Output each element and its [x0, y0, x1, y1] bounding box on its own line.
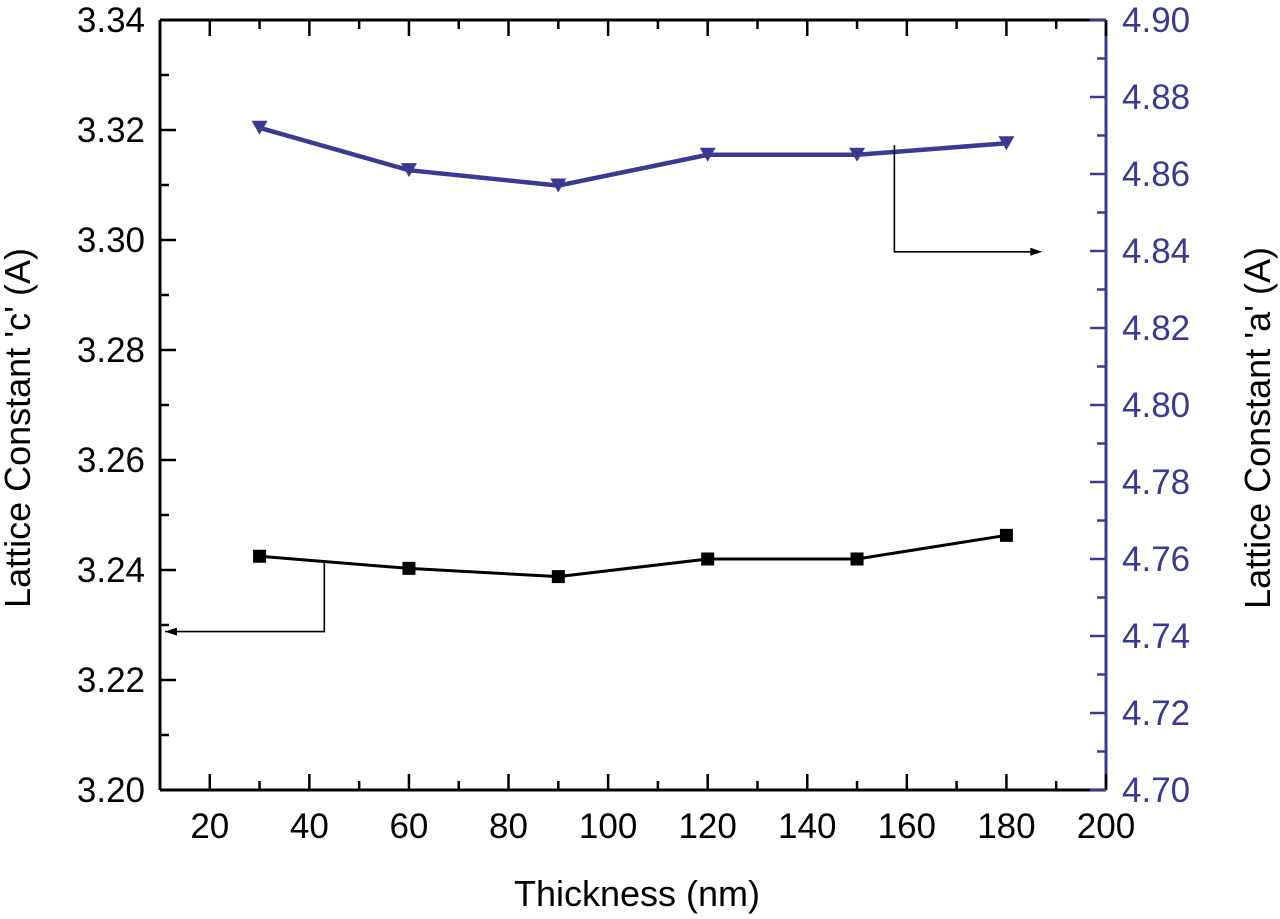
x-tick-label: 140 — [778, 807, 836, 846]
right-y-tick-label: 4.76 — [1122, 540, 1190, 579]
x-tick-label: 200 — [1077, 807, 1135, 846]
data-point-triangle — [998, 136, 1015, 151]
data-point-square — [551, 570, 565, 584]
x-axis-title: Thickness (nm) — [514, 873, 760, 914]
left-y-tick-label: 3.26 — [77, 441, 145, 480]
left-y-tick-label: 3.22 — [77, 661, 145, 700]
right-y-tick-label: 4.74 — [1122, 617, 1190, 656]
data-point-square — [850, 552, 864, 566]
left-y-tick-label: 3.34 — [77, 1, 145, 40]
x-tick-label: 20 — [190, 807, 229, 846]
x-tick-label: 100 — [579, 807, 637, 846]
chart-ticks: 20 40 60 80 100 120 140 160 180 200 3.20 3.22 3.24 3.… — [77, 1, 1190, 846]
left-y-tick-label: 3.28 — [77, 331, 145, 370]
right-y-tick-label: 4.78 — [1122, 463, 1190, 502]
data-point-triangle — [849, 147, 866, 162]
right-y-tick-label: 4.72 — [1122, 694, 1190, 733]
left-arrowhead-icon — [164, 627, 177, 636]
left-y-tick-label: 3.24 — [77, 551, 145, 590]
right-y-tick-label: 4.88 — [1122, 78, 1190, 117]
left-y-tick-label: 3.30 — [77, 221, 145, 260]
chart-axes — [158, 18, 1108, 792]
x-tick-label: 120 — [678, 807, 736, 846]
series-line-left — [259, 533, 1007, 579]
left-axis-arrow — [164, 561, 326, 633]
right-y-tick-label: 4.84 — [1122, 232, 1190, 271]
right-y-tick-label: 4.80 — [1122, 386, 1190, 425]
chart-series — [251, 120, 1015, 584]
right-y-tick-label: 4.70 — [1122, 771, 1190, 810]
chart-annotations — [164, 145, 1043, 636]
right-axis-arrow — [893, 145, 1037, 253]
right-y-tick-label: 4.90 — [1122, 1, 1190, 40]
data-point-square — [402, 561, 416, 575]
right-y-axis-title: Lattice Constant 'a' (A) — [1237, 247, 1278, 609]
data-point-square — [701, 552, 715, 566]
x-tick-label: 40 — [290, 807, 329, 846]
right-arrowhead-icon — [1030, 247, 1043, 256]
right-y-tick-label: 4.82 — [1122, 309, 1190, 348]
x-tick-label: 80 — [489, 807, 528, 846]
series-line-right — [258, 125, 1007, 188]
x-tick-label: 160 — [878, 807, 936, 846]
data-point-triangle — [400, 163, 417, 178]
x-tick-label: 180 — [977, 807, 1035, 846]
data-point-square — [253, 549, 267, 563]
left-y-axis-title: Lattice Constant 'c' (A) — [0, 248, 38, 608]
data-point-triangle — [251, 120, 268, 135]
data-point-square — [999, 528, 1013, 542]
data-point-triangle — [699, 147, 716, 162]
data-point-triangle — [550, 178, 567, 193]
left-y-tick-label: 3.20 — [77, 771, 145, 810]
right-y-tick-label: 4.86 — [1122, 155, 1190, 194]
left-y-tick-label: 3.32 — [77, 111, 145, 150]
x-tick-label: 60 — [389, 807, 428, 846]
